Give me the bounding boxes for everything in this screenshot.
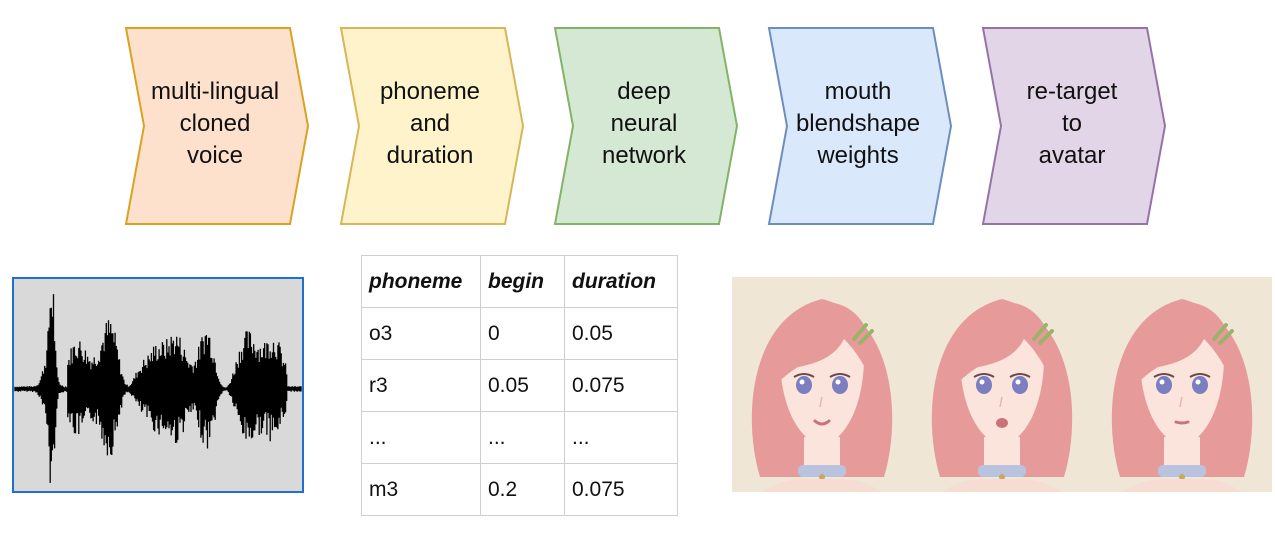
pipeline-step-label: mouth blendshape weights — [783, 76, 933, 172]
pipeline-step-4 — [767, 27, 953, 225]
pipeline-step-line: weights — [817, 142, 899, 169]
pipeline-step-line: network — [601, 142, 687, 169]
cell-phoneme: m3 — [361, 463, 481, 516]
pipeline-step-line: neural — [610, 110, 678, 137]
phoneme-table: phoneme begin duration o3 0 0.05 r3 0.05… — [361, 255, 678, 516]
table-row: r3 0.05 0.075 — [361, 359, 678, 412]
table-row: m3 0.2 0.075 — [361, 463, 678, 516]
pipeline-step-line: and — [409, 110, 451, 137]
pipeline-step-1 — [124, 27, 310, 225]
pipeline-step-line: multi-lingual — [150, 78, 280, 105]
pipeline-step-line: deep — [617, 78, 671, 105]
pipeline-step-line: cloned — [179, 110, 251, 137]
pipeline-step-line: to — [1061, 110, 1082, 137]
waveform-plot — [12, 277, 304, 493]
avatar-face — [1111, 299, 1253, 492]
cell-duration: 0.075 — [564, 463, 678, 516]
header-phoneme: phoneme — [361, 255, 481, 308]
cell-duration: 0.05 — [564, 307, 678, 360]
header-begin: begin — [480, 255, 565, 308]
cell-begin: 0.2 — [480, 463, 565, 516]
table-row: ... ... ... — [361, 411, 678, 464]
cell-begin: ... — [480, 411, 565, 464]
pipeline-step-line: phoneme — [379, 78, 481, 105]
pipeline-step-label: re-target to avatar — [997, 76, 1147, 172]
pipeline-step-line: mouth — [824, 78, 892, 105]
cell-duration: 0.075 — [564, 359, 678, 412]
pipeline-step-label: multi-lingual cloned voice — [140, 76, 290, 172]
cell-phoneme: ... — [361, 411, 481, 464]
pipeline-step-line: re-target — [1026, 78, 1118, 105]
pipeline-step-line: avatar — [1038, 142, 1106, 169]
pipeline-step-label: deep neural network — [569, 76, 719, 172]
pipeline-step-2 — [339, 27, 525, 225]
pipeline-step-label: phoneme and duration — [355, 76, 505, 172]
avatar-face — [931, 299, 1073, 492]
cell-begin: 0 — [480, 307, 565, 360]
avatar-face — [751, 299, 893, 492]
cell-duration: ... — [564, 411, 678, 464]
pipeline-step-3 — [553, 27, 739, 225]
pipeline-diagram — [124, 27, 1167, 225]
pipeline-step-line: duration — [386, 142, 474, 169]
cell-phoneme: o3 — [361, 307, 481, 360]
pipeline-step-5 — [981, 27, 1167, 225]
pipeline-step-line: blendshape — [795, 110, 921, 137]
cell-begin: 0.05 — [480, 359, 565, 412]
cell-phoneme: r3 — [361, 359, 481, 412]
table-row: o3 0 0.05 — [361, 307, 678, 360]
pipeline-step-line: voice — [186, 142, 244, 169]
header-duration: duration — [564, 255, 678, 308]
avatar-render-strip — [732, 277, 1272, 492]
waveform-signal — [14, 294, 302, 483]
table-header-row: phoneme begin duration — [361, 255, 678, 308]
